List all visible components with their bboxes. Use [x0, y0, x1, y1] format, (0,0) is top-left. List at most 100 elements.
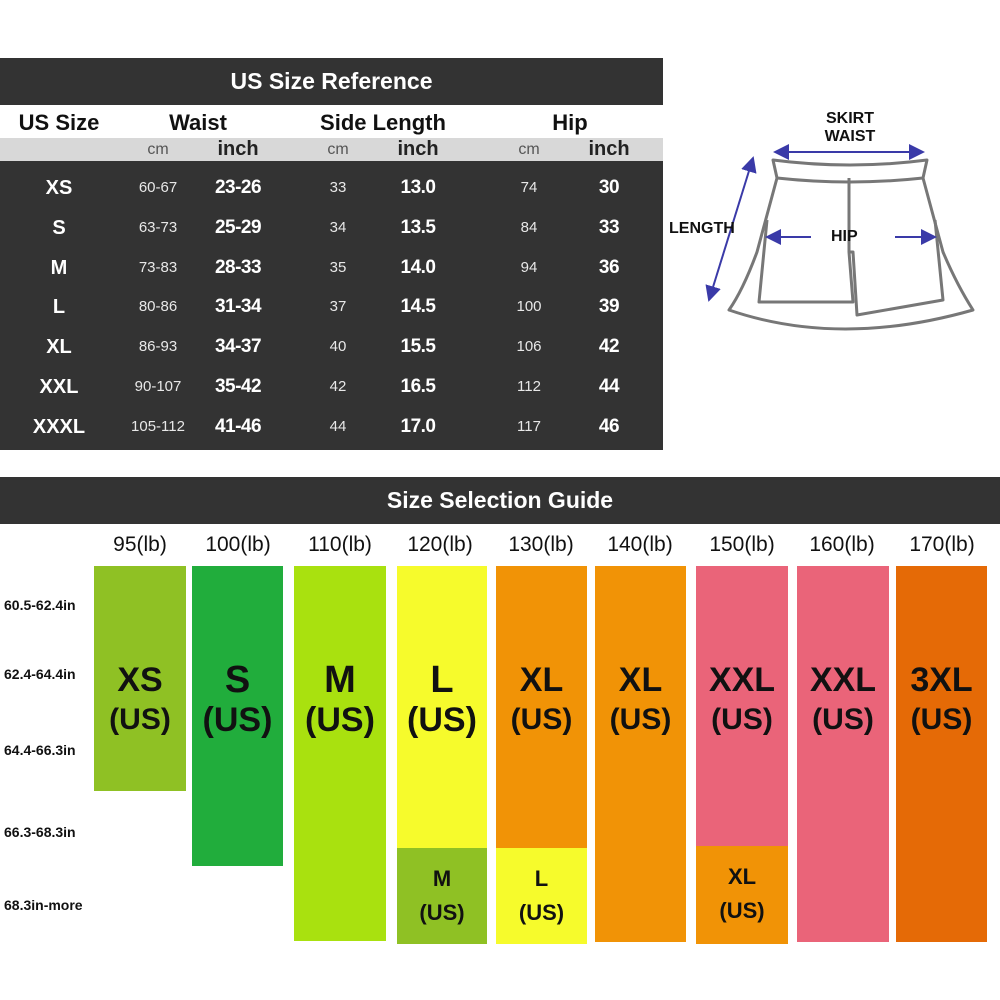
- skirt-illustration: [705, 144, 975, 331]
- cell-len-cm: 33: [329, 179, 347, 196]
- size-column: 3XL (US): [896, 566, 987, 942]
- size-name: XXL: [809, 661, 877, 699]
- cell-waist-in: 34-37: [214, 336, 262, 358]
- cell-waist-in: 41-46: [214, 415, 262, 437]
- cell-size: M: [50, 256, 68, 279]
- us-label: (US): [609, 703, 672, 736]
- cell-hip-cm: 84: [520, 218, 538, 236]
- guide-title: Size Selection Guide: [0, 477, 1000, 524]
- cell-hip-cm: 117: [517, 417, 541, 435]
- us-label: (US): [202, 701, 273, 739]
- cell-hip-in: 42: [598, 336, 620, 358]
- skirt-label: SKIRT: [826, 110, 874, 127]
- cell-waist-cm: 60-67: [138, 179, 178, 196]
- cell-size: L: [52, 296, 66, 319]
- cell-waist-cm: 86-93: [138, 338, 178, 356]
- cell-waist-cm: 105-112: [131, 417, 185, 435]
- table-row: M 73-83 28-33 35 14.0 94 36: [0, 248, 663, 288]
- weight-label: 130(lb): [508, 533, 574, 556]
- us-label: (US): [719, 898, 765, 923]
- cell-hip-in: 36: [598, 256, 620, 278]
- cell-waist-in: 35-42: [214, 376, 262, 397]
- alternate-size-block: L (US): [496, 848, 587, 944]
- us-label: (US): [910, 703, 973, 736]
- cell-len-cm: 40: [329, 338, 347, 356]
- cell-len-in: 13.0: [400, 177, 436, 198]
- alternate-size-block: XL (US): [696, 846, 788, 944]
- header-row: US Size Waist Side Length Hip: [0, 105, 663, 138]
- unit-cm: cm: [518, 141, 540, 158]
- cell-len-in: 16.5: [400, 376, 436, 397]
- cell-hip-cm: 74: [520, 179, 538, 196]
- cell-hip-cm: 106: [516, 338, 542, 356]
- us-label: (US): [510, 703, 573, 736]
- cell-hip-in: 39: [598, 296, 620, 318]
- size-name: L: [430, 659, 454, 701]
- size-label: XXL (US): [797, 660, 889, 740]
- unit-cm: cm: [327, 141, 349, 158]
- cell-waist-in: 28-33: [214, 256, 262, 278]
- height-label: 60.5-62.4in: [4, 597, 76, 613]
- us-label: (US): [109, 703, 171, 736]
- height-label: 66.3-68.3in: [4, 824, 76, 840]
- cell-len-cm: 37: [329, 298, 347, 316]
- cell-len-cm: 44: [329, 417, 347, 435]
- table-row: XXXL 105-112 41-46 44 17.0 117 46: [0, 407, 663, 447]
- table-title: US Size Reference: [230, 68, 433, 94]
- weight-label: 120(lb): [407, 533, 473, 556]
- us-label: (US): [305, 701, 375, 739]
- cell-waist-in: 23-26: [214, 177, 262, 198]
- table-row: XXL 90-107 35-42 42 16.5 112 44: [0, 367, 663, 407]
- header-waist: Waist: [169, 110, 227, 135]
- cell-len-cm: 34: [329, 218, 347, 236]
- weight-label: 150(lb): [709, 533, 775, 556]
- cell-len-in: 13.5: [400, 216, 436, 238]
- cell-hip-in: 30: [598, 177, 620, 198]
- cell-size: XS: [45, 177, 73, 199]
- cell-waist-in: 31-34: [214, 296, 262, 318]
- cell-hip-cm: 100: [516, 298, 542, 316]
- alternate-size-name: M: [432, 866, 452, 891]
- size-label: L (US): [397, 660, 487, 740]
- weight-label: 160(lb): [809, 533, 875, 556]
- weight-label: 140(lb): [607, 533, 673, 556]
- unit-inch: inch: [217, 138, 259, 160]
- size-label: 3XL (US): [896, 660, 987, 740]
- size-name: S: [224, 659, 251, 701]
- weight-label: 110(lb): [308, 533, 372, 556]
- us-label: (US): [407, 701, 477, 739]
- cell-hip-in: 33: [598, 216, 620, 238]
- hip-label: HIP: [831, 228, 858, 245]
- cell-len-in: 15.5: [400, 336, 436, 358]
- size-column: XXL (US): [797, 566, 889, 942]
- unit-inch: inch: [588, 138, 630, 160]
- cell-len-in: 14.0: [400, 256, 436, 278]
- table-row: XS 60-67 23-26 33 13.0 74 30: [0, 168, 663, 208]
- us-label: (US): [711, 703, 773, 736]
- weight-label: 100(lb): [205, 533, 271, 556]
- us-label: (US): [419, 900, 465, 925]
- size-column: M (US): [294, 566, 386, 941]
- height-label: 64.4-66.3in: [4, 742, 76, 758]
- skirt-waist-label: SKIRT WAIST: [810, 110, 890, 146]
- us-label: (US): [518, 900, 565, 925]
- cell-size: XXL: [39, 376, 79, 398]
- height-label: 68.3in-more: [4, 897, 83, 913]
- us-label: (US): [812, 703, 874, 736]
- cell-len-cm: 35: [329, 258, 347, 276]
- length-label: LENGTH: [669, 220, 735, 237]
- cell-size: XL: [46, 336, 72, 359]
- unit-row: cm inch cm inch cm inch: [0, 138, 663, 161]
- alternate-size-block: M (US): [397, 848, 487, 944]
- height-label: 62.4-64.4in: [4, 666, 76, 682]
- cell-len-cm: 42: [329, 378, 347, 395]
- weight-label: 95(lb): [113, 533, 167, 556]
- header-side-length: Side Length: [320, 110, 446, 135]
- cell-waist-in: 25-29: [214, 216, 262, 238]
- cell-hip-cm: 112: [517, 378, 541, 395]
- size-label: XL (US): [595, 660, 686, 740]
- waist-label: WAIST: [824, 128, 876, 145]
- cell-waist-cm: 63-73: [138, 218, 178, 236]
- cell-waist-cm: 80-86: [138, 298, 178, 316]
- cell-hip-in: 46: [598, 415, 620, 437]
